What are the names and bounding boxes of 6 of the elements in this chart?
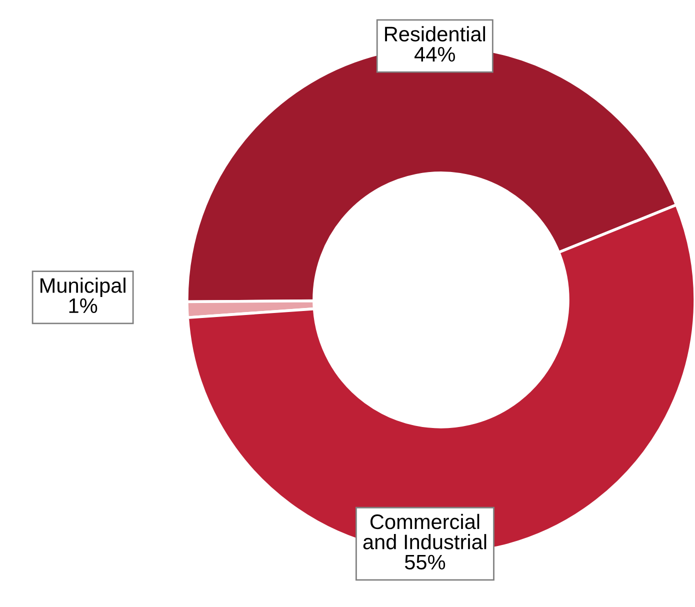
data-label: 1% [69,298,98,314]
slice-label: Municipal [40,278,126,298]
slice-label: Residential [385,26,486,42]
data-label: 55% [404,554,446,570]
data-label: 44% [414,46,455,62]
slice-label: Commercial and Industrial [363,514,486,550]
